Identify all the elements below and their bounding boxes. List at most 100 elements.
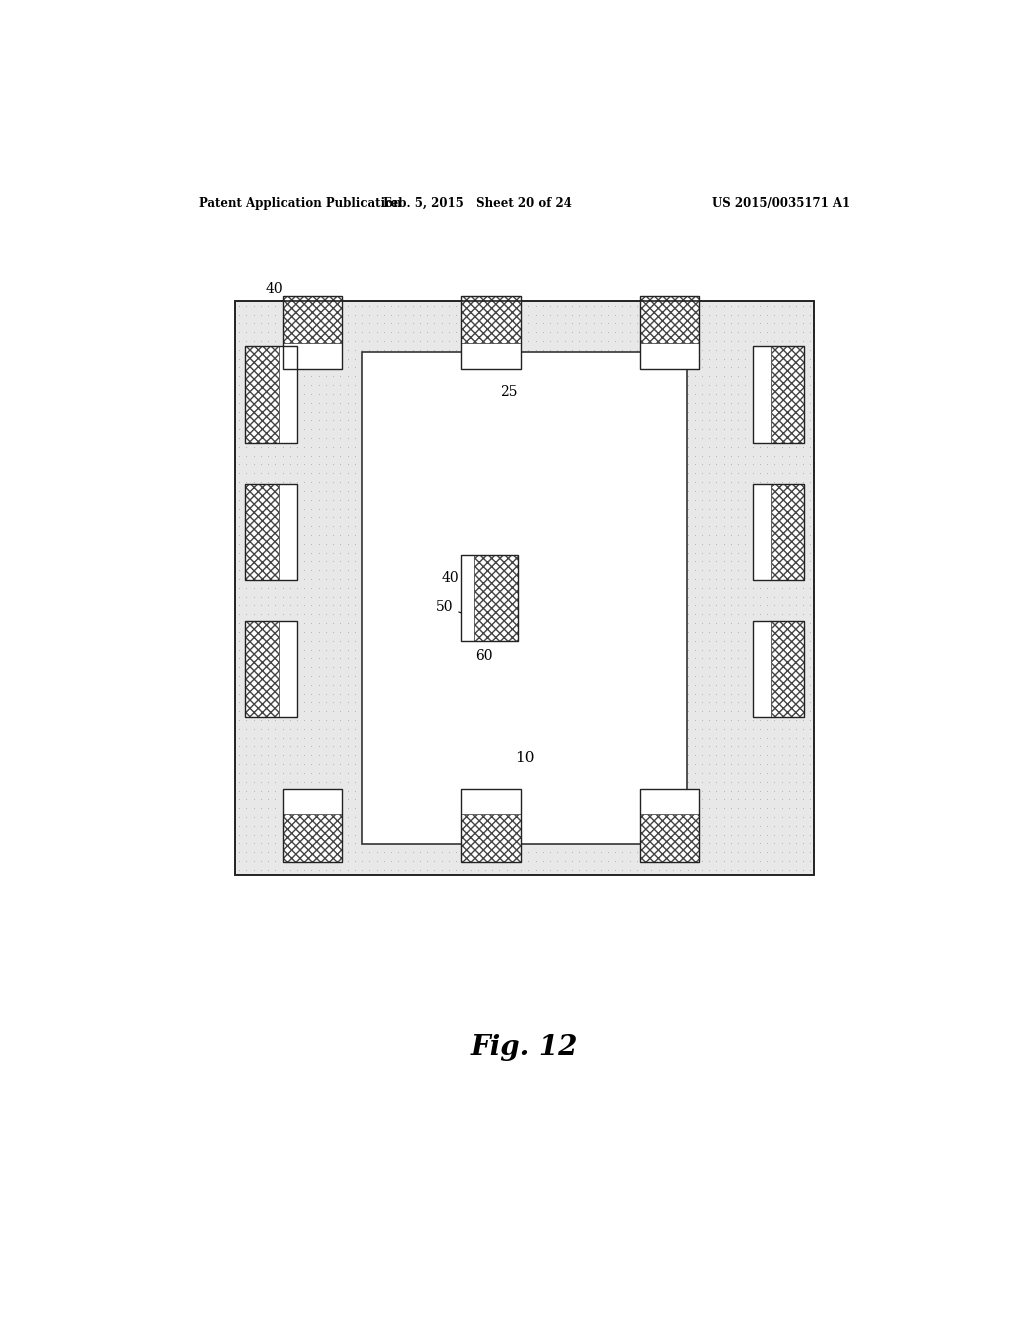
Point: [709, 630, 725, 651]
Point: [723, 560, 739, 581]
Point: [709, 330, 725, 351]
Point: [239, 366, 255, 387]
Point: [412, 339, 428, 360]
Point: [803, 630, 819, 651]
Point: [303, 383, 319, 404]
Point: [455, 339, 471, 360]
Point: [795, 348, 811, 370]
Point: [274, 816, 291, 837]
Point: [463, 842, 479, 863]
Point: [723, 296, 739, 317]
Point: [686, 859, 702, 880]
Point: [274, 304, 291, 325]
Point: [686, 603, 702, 624]
Text: 10: 10: [515, 751, 535, 766]
Point: [274, 622, 291, 643]
Point: [600, 322, 616, 343]
Point: [737, 612, 754, 634]
Point: [752, 709, 768, 730]
Point: [752, 375, 768, 396]
Point: [246, 754, 262, 775]
Point: [484, 339, 501, 360]
Point: [310, 296, 327, 317]
Point: [679, 797, 695, 818]
Point: [332, 330, 348, 351]
Point: [347, 356, 364, 378]
Point: [347, 516, 364, 537]
Point: [766, 797, 782, 818]
Point: [686, 824, 702, 845]
Point: [296, 842, 312, 863]
Point: [766, 533, 782, 554]
Point: [679, 560, 695, 581]
Point: [253, 428, 269, 449]
Point: [253, 560, 269, 581]
Point: [231, 833, 248, 854]
Point: [303, 392, 319, 413]
Point: [354, 797, 371, 818]
Point: [289, 296, 305, 317]
Point: [433, 330, 450, 351]
Point: [787, 577, 804, 598]
Point: [780, 859, 797, 880]
Point: [246, 533, 262, 554]
Point: [246, 612, 262, 634]
Point: [737, 744, 754, 766]
Point: [563, 330, 580, 351]
Point: [303, 543, 319, 564]
Point: [709, 709, 725, 730]
Point: [296, 490, 312, 511]
Point: [267, 356, 284, 378]
Point: [701, 718, 718, 739]
Point: [274, 675, 291, 696]
Point: [332, 842, 348, 863]
Point: [274, 356, 291, 378]
Point: [716, 436, 732, 457]
Text: 50: 50: [436, 599, 465, 614]
Point: [694, 754, 711, 775]
Point: [354, 665, 371, 686]
Point: [759, 701, 775, 722]
Point: [535, 313, 551, 334]
Point: [737, 436, 754, 457]
Point: [354, 718, 371, 739]
Point: [709, 383, 725, 404]
Point: [332, 675, 348, 696]
Point: [709, 445, 725, 466]
Point: [317, 850, 334, 871]
Point: [773, 737, 790, 758]
Point: [440, 313, 457, 334]
Point: [282, 471, 298, 492]
Point: [593, 842, 609, 863]
Point: [803, 313, 819, 334]
Point: [803, 656, 819, 677]
Point: [332, 701, 348, 722]
Point: [803, 471, 819, 492]
Point: [773, 356, 790, 378]
Point: [709, 550, 725, 572]
Point: [766, 789, 782, 810]
Point: [679, 428, 695, 449]
Point: [759, 639, 775, 660]
Point: [354, 763, 371, 784]
Point: [563, 842, 580, 863]
Point: [694, 859, 711, 880]
Point: [260, 692, 276, 713]
Point: [773, 833, 790, 854]
Point: [274, 648, 291, 669]
Point: [787, 850, 804, 871]
Point: [354, 807, 371, 828]
Point: [709, 701, 725, 722]
Point: [709, 727, 725, 748]
Point: [246, 296, 262, 317]
Point: [354, 737, 371, 758]
Point: [339, 383, 355, 404]
Point: [787, 586, 804, 607]
Point: [231, 577, 248, 598]
Point: [795, 682, 811, 704]
Point: [317, 409, 334, 430]
Point: [347, 754, 364, 775]
Point: [253, 375, 269, 396]
Point: [686, 797, 702, 818]
Point: [780, 701, 797, 722]
